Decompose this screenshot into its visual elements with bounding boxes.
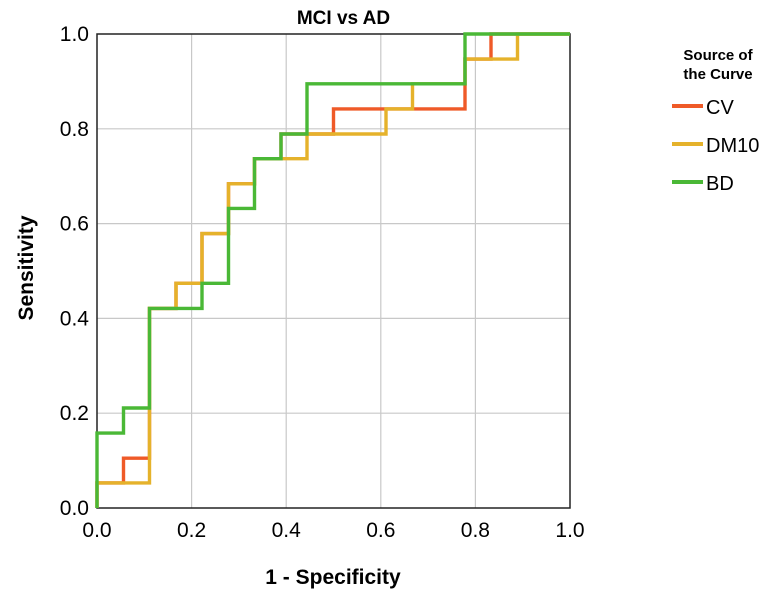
chart-title: MCI vs AD xyxy=(297,8,390,29)
legend-label-dm10: DM10 xyxy=(706,135,759,157)
series-line-cv xyxy=(95,32,570,508)
y-tick-label: 0.4 xyxy=(60,307,90,330)
y-tick-label: 0.6 xyxy=(60,213,89,236)
legend-title-line-2: the Curve xyxy=(683,66,752,83)
legend-label-cv: CV xyxy=(706,97,734,119)
series-line-dm10 xyxy=(95,32,570,508)
x-axis-ticks: 0.0 0.2 0.4 0.6 0.8 1.0 xyxy=(82,519,584,542)
y-axis-ticks: 0.0 0.2 0.4 0.6 0.8 1.0 xyxy=(60,23,90,520)
legend-items: CV DM10 BD xyxy=(672,97,759,195)
x-tick-label: 0.8 xyxy=(461,519,490,542)
x-tick-label: 0.0 xyxy=(82,519,111,542)
x-axis-label: 1 - Specificity xyxy=(265,566,401,589)
roc-curves xyxy=(95,32,570,508)
series-line-bd xyxy=(95,32,570,508)
legend: Source of the Curve CV DM10 BD xyxy=(672,47,759,195)
y-tick-label: 1.0 xyxy=(60,23,89,46)
x-tick-label: 0.6 xyxy=(366,519,395,542)
y-axis-label: Sensitivity xyxy=(15,215,38,320)
legend-title-line-1: Source of xyxy=(683,47,753,64)
y-tick-label: 0.2 xyxy=(60,402,89,425)
legend-label-bd: BD xyxy=(706,173,734,195)
y-tick-label: 0.8 xyxy=(60,118,89,141)
x-tick-label: 0.4 xyxy=(272,519,302,542)
x-tick-label: 0.2 xyxy=(177,519,206,542)
grid-lines xyxy=(97,34,570,508)
y-tick-label: 0.0 xyxy=(60,497,89,520)
x-tick-label: 1.0 xyxy=(555,519,584,542)
plot-area-frame xyxy=(96,33,571,509)
